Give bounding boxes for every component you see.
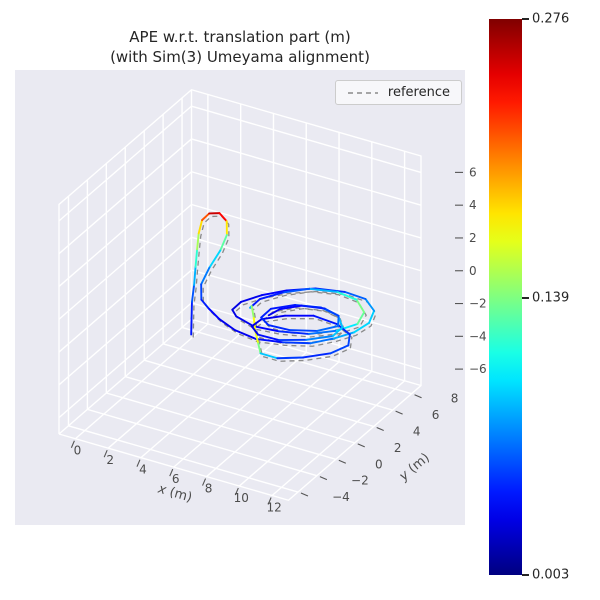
plot-title: APE w.r.t. translation part (m) (with Si…: [15, 27, 465, 68]
svg-text:−2: −2: [469, 297, 487, 311]
svg-text:4: 4: [469, 198, 477, 212]
svg-text:−4: −4: [469, 329, 487, 343]
svg-text:−6: −6: [469, 362, 487, 376]
plot-area-background: [15, 70, 465, 525]
svg-text:2: 2: [469, 231, 477, 245]
colorbar-tick-mark: [522, 297, 529, 299]
legend: reference: [334, 80, 462, 105]
colorbar-tick-mark: [522, 574, 529, 576]
colorbar-tick-label: 0.139: [532, 290, 570, 306]
colorbar-tick-label: 0.276: [532, 11, 570, 27]
plot-title-line2: (with Sim(3) Umeyama alignment): [110, 48, 370, 67]
colorbar-tick-label: 0.003: [532, 567, 570, 583]
plot-title-line1: APE w.r.t. translation part (m): [129, 28, 351, 46]
colorbar-gradient: [489, 19, 522, 575]
legend-label: reference: [387, 85, 450, 100]
dashed-line-icon: [347, 91, 378, 94]
svg-text:6: 6: [469, 165, 477, 179]
colorbar-tick-mark: [522, 18, 529, 20]
svg-text:0: 0: [469, 264, 477, 278]
